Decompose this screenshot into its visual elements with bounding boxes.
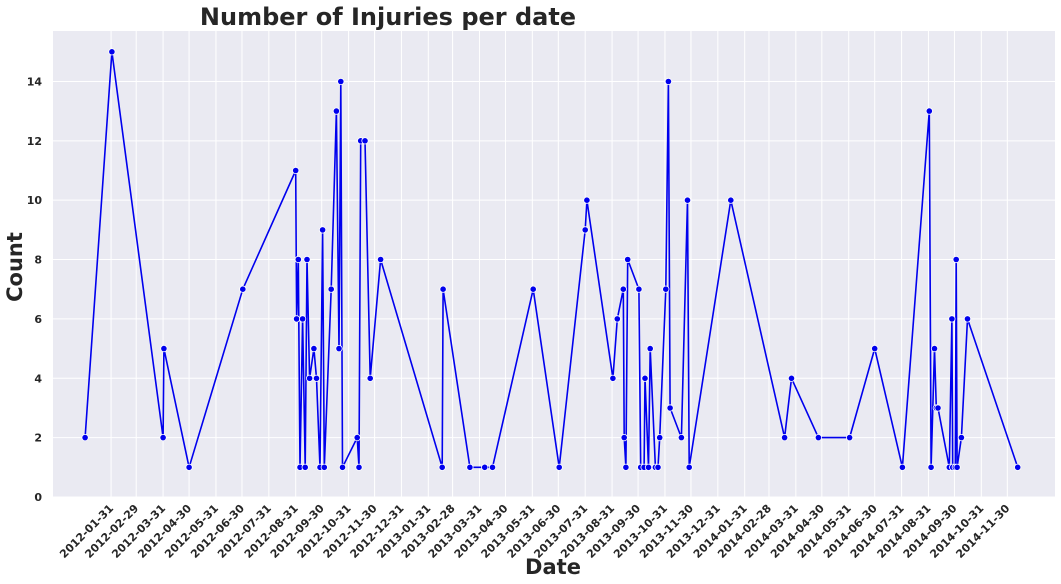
data-point bbox=[353, 433, 361, 442]
data-point bbox=[529, 285, 537, 293]
data-point bbox=[327, 285, 335, 293]
data-point bbox=[677, 433, 686, 442]
y-axis-ticks: 0 2 4 6 8 10 12 14 bbox=[27, 75, 43, 504]
data-point bbox=[934, 404, 942, 412]
chart-title: Number of Injuries per date bbox=[200, 3, 576, 31]
data-point bbox=[355, 463, 363, 471]
data-point bbox=[927, 463, 935, 471]
data-point bbox=[641, 374, 649, 382]
data-point bbox=[1014, 463, 1022, 471]
data-point bbox=[305, 374, 314, 382]
data-point bbox=[239, 285, 247, 293]
y-tick-label: 8 bbox=[34, 254, 42, 267]
data-point bbox=[662, 285, 670, 293]
data-point bbox=[312, 374, 321, 382]
data-point bbox=[925, 107, 933, 115]
data-point bbox=[654, 463, 662, 471]
data-point bbox=[310, 344, 318, 353]
data-point bbox=[320, 463, 328, 471]
data-point bbox=[664, 77, 673, 86]
data-point bbox=[952, 255, 960, 264]
data-point bbox=[361, 137, 369, 145]
y-tick-label: 4 bbox=[34, 372, 42, 385]
data-point bbox=[683, 196, 692, 204]
data-point bbox=[613, 315, 621, 323]
data-point bbox=[555, 463, 563, 471]
y-tick-label: 2 bbox=[34, 432, 42, 445]
y-tick-label: 6 bbox=[34, 313, 42, 326]
y-tick-label: 12 bbox=[27, 135, 42, 148]
x-axis-label: Date bbox=[525, 555, 581, 579]
data-point bbox=[656, 433, 664, 442]
data-point bbox=[298, 315, 307, 323]
data-point bbox=[318, 226, 327, 234]
data-point bbox=[727, 196, 735, 204]
data-point bbox=[301, 463, 309, 471]
data-point bbox=[609, 374, 617, 382]
data-points bbox=[81, 48, 1022, 471]
data-point bbox=[898, 463, 907, 471]
data-point bbox=[666, 404, 674, 412]
data-point bbox=[108, 48, 116, 56]
y-tick-label: 14 bbox=[27, 75, 43, 88]
data-point bbox=[948, 315, 956, 323]
data-point bbox=[871, 344, 879, 353]
data-point bbox=[620, 433, 628, 442]
data-point bbox=[366, 374, 374, 382]
data-point bbox=[294, 255, 302, 264]
data-point bbox=[635, 285, 643, 293]
data-point bbox=[953, 463, 961, 471]
data-point bbox=[160, 344, 168, 353]
data-point bbox=[481, 463, 489, 471]
data-point bbox=[814, 433, 823, 442]
data-point bbox=[81, 433, 89, 442]
y-axis-label: Count bbox=[3, 232, 27, 302]
data-point bbox=[292, 315, 301, 323]
data-point bbox=[619, 285, 627, 293]
data-point bbox=[583, 196, 591, 204]
data-point bbox=[439, 285, 447, 293]
data-point bbox=[845, 433, 854, 442]
gridlines bbox=[53, 31, 1055, 498]
data-point bbox=[488, 463, 497, 471]
data-point bbox=[930, 344, 939, 353]
data-point bbox=[376, 255, 385, 264]
data-point bbox=[466, 463, 474, 471]
plot-area bbox=[53, 31, 1055, 497]
data-point bbox=[957, 433, 966, 442]
data-point bbox=[159, 433, 167, 442]
y-tick-label: 10 bbox=[27, 194, 43, 207]
data-point bbox=[337, 77, 345, 86]
data-point bbox=[622, 463, 630, 471]
y-tick-label: 0 bbox=[34, 491, 42, 504]
data-point bbox=[292, 166, 300, 175]
data-point bbox=[332, 107, 340, 115]
data-point bbox=[787, 374, 796, 382]
data-point bbox=[185, 463, 193, 471]
data-point bbox=[624, 255, 632, 264]
data-point bbox=[438, 463, 446, 471]
data-point bbox=[303, 255, 311, 264]
data-point bbox=[780, 433, 789, 442]
data-point bbox=[963, 315, 972, 323]
data-point bbox=[335, 344, 343, 353]
data-point bbox=[685, 463, 693, 471]
data-point bbox=[338, 463, 347, 471]
data-point bbox=[581, 226, 589, 234]
data-point bbox=[646, 344, 654, 353]
data-point bbox=[644, 463, 653, 471]
